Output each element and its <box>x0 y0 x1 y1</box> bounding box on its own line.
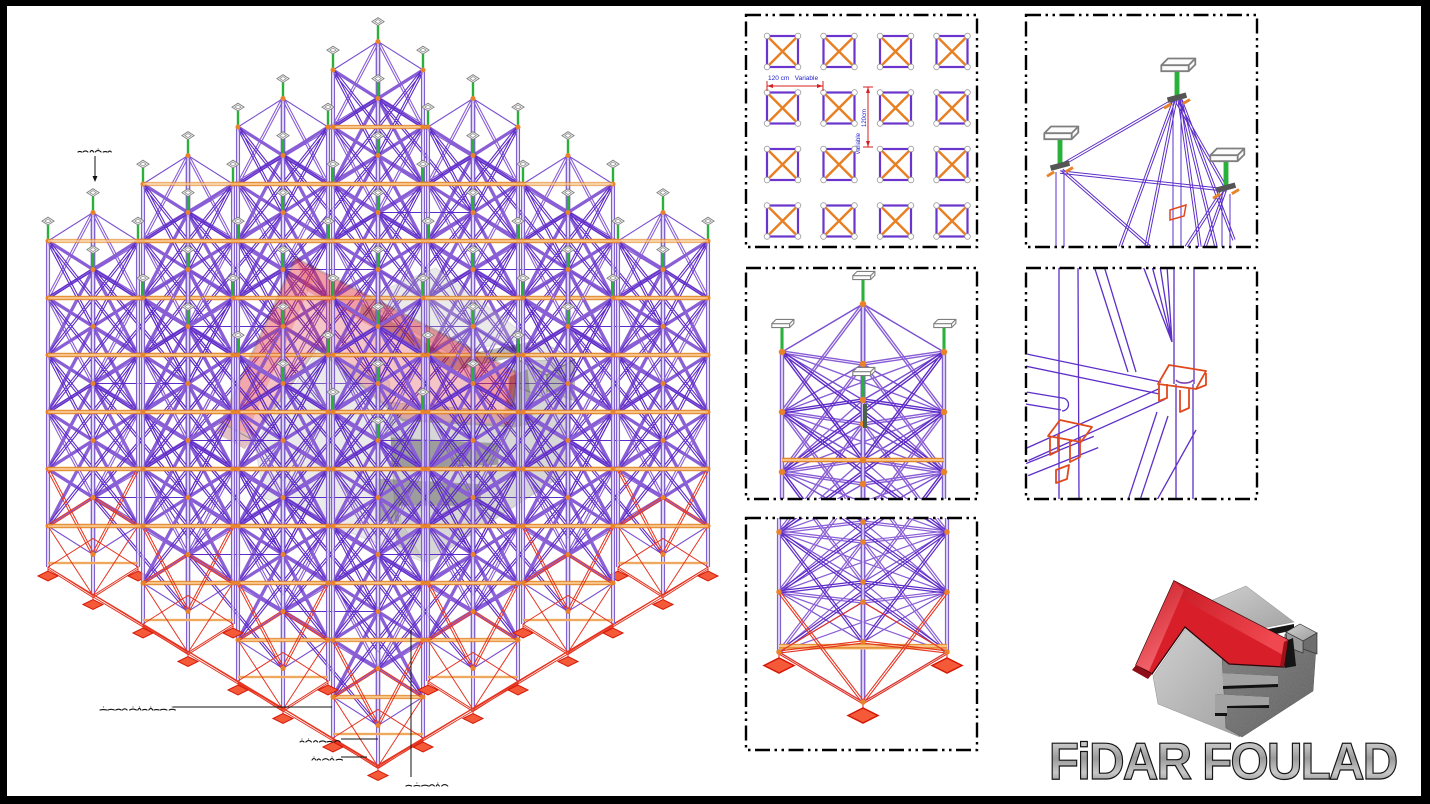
svg-text:120cm: 120cm <box>862 109 868 127</box>
svg-text:120 cm Variable: 120 cm Variable <box>768 75 818 82</box>
svg-text:variable: variable <box>856 132 862 154</box>
svg-text:FiDAR FOULAD: FiDAR FOULAD <box>1049 732 1397 790</box>
